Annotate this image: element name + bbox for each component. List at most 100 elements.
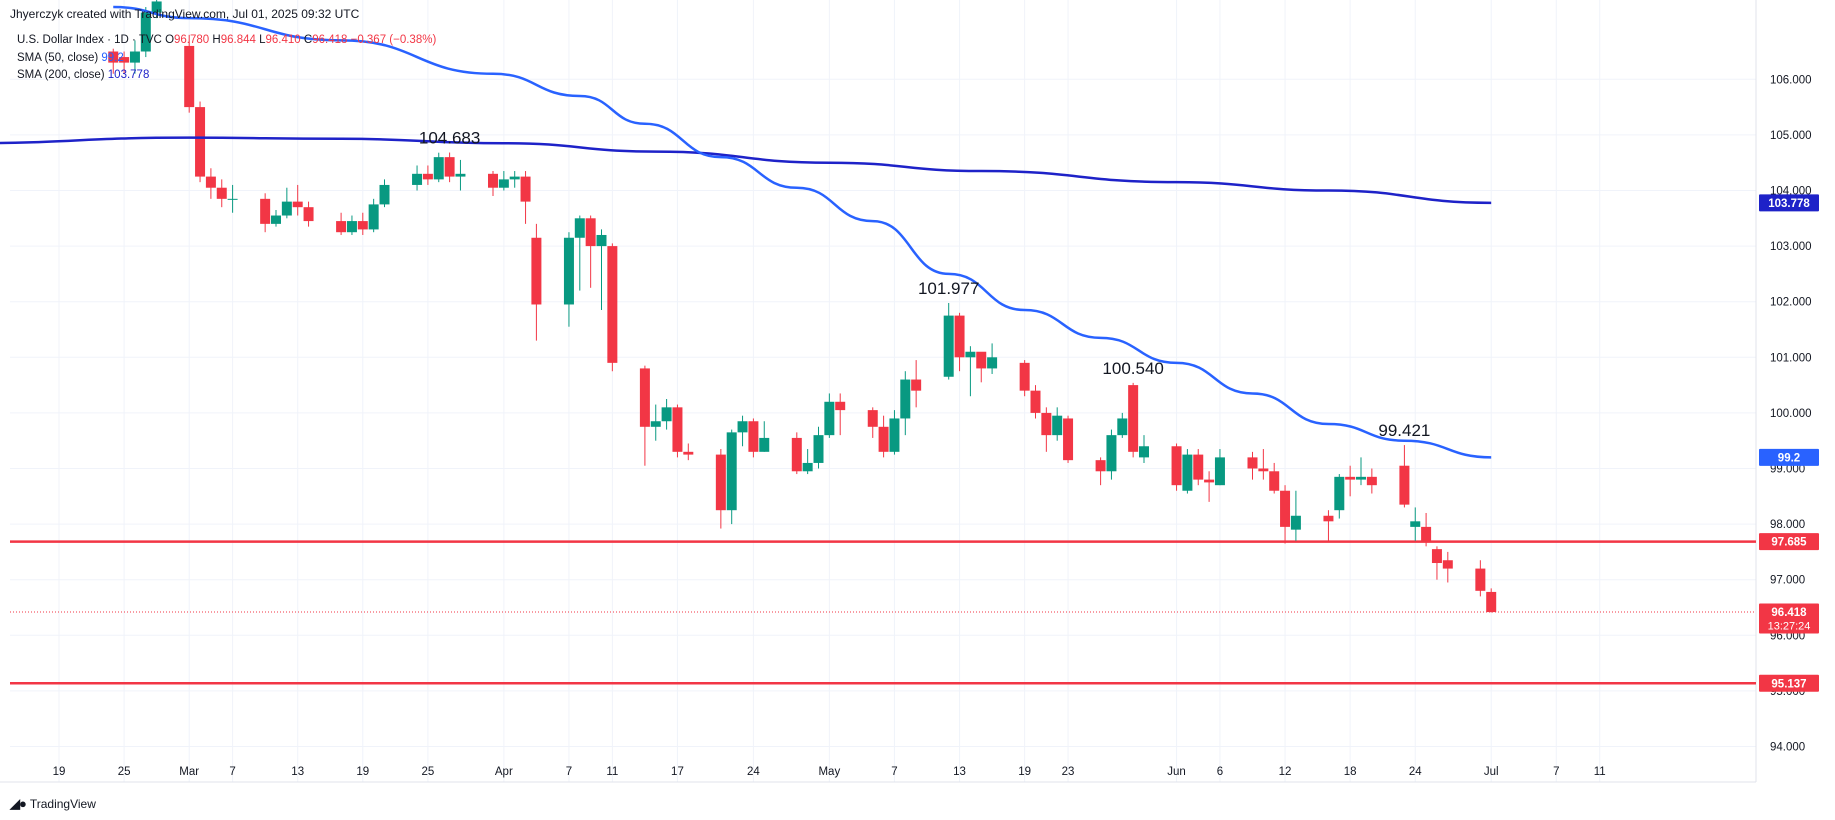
candle-body bbox=[987, 357, 998, 369]
legend-sma50-value: 99.2 bbox=[101, 52, 124, 64]
moving-averages bbox=[0, 5, 1492, 459]
time-tick-label: 19 bbox=[356, 766, 369, 778]
tradingview-brand[interactable]: ◢● TradingView bbox=[10, 796, 96, 812]
candle-body bbox=[1410, 521, 1421, 527]
candle-body bbox=[368, 204, 379, 230]
time-tick-label: 23 bbox=[1062, 766, 1075, 778]
candle-body bbox=[824, 401, 835, 436]
candle-body bbox=[205, 176, 216, 188]
candle-body bbox=[346, 221, 357, 233]
price-tick-label: 105.000 bbox=[1770, 130, 1812, 142]
level-badge: 95.137 bbox=[1771, 678, 1806, 690]
candle-body bbox=[1095, 460, 1106, 472]
time-tick-label: Apr bbox=[495, 766, 513, 778]
candle-body bbox=[965, 351, 976, 358]
time-tick-label: 13 bbox=[953, 766, 966, 778]
time-axis[interactable]: 19 25 Mar 7 13 19 25 Apr 7 11 17 24 May 7 13 19 23 Jun 6 12… bbox=[53, 766, 1606, 778]
candle-body bbox=[791, 437, 802, 472]
candle-body bbox=[1041, 412, 1052, 436]
candle-body bbox=[1063, 418, 1074, 461]
candle-body bbox=[585, 218, 596, 247]
candle-body bbox=[867, 410, 878, 427]
time-tick-label: 12 bbox=[1279, 766, 1292, 778]
candle-body bbox=[260, 198, 271, 224]
candle-body bbox=[835, 401, 846, 411]
time-tick-label: Jun bbox=[1167, 766, 1186, 778]
candle-body bbox=[1193, 454, 1204, 480]
candle-body bbox=[607, 246, 618, 363]
price-tick-label: 101.000 bbox=[1770, 352, 1812, 364]
legend-sma200-label: SMA (200, close) bbox=[17, 69, 105, 81]
candle-body bbox=[227, 198, 238, 200]
candle-body bbox=[911, 379, 922, 391]
price-tick-label: 99.000 bbox=[1770, 464, 1805, 476]
candle-body bbox=[520, 176, 531, 202]
candle-body bbox=[303, 207, 314, 222]
horizontal-levels bbox=[10, 540, 1756, 685]
candle-body bbox=[195, 107, 206, 177]
candle-body bbox=[954, 315, 965, 358]
candle-body bbox=[1117, 418, 1128, 436]
candle-body bbox=[574, 218, 585, 238]
price-tick-label: 106.000 bbox=[1770, 74, 1812, 86]
legend-close: 96.418 bbox=[312, 34, 348, 46]
time-tick-label: 25 bbox=[422, 766, 435, 778]
sma200-badge: 103.778 bbox=[1768, 198, 1810, 210]
candle-body bbox=[1431, 549, 1442, 564]
legend-close-label: C bbox=[303, 34, 313, 46]
candle-body bbox=[878, 426, 889, 452]
last-price-badge: 96.418 bbox=[1771, 607, 1807, 619]
price-tick-label: 100.000 bbox=[1770, 408, 1812, 420]
price-tick-label: 94.000 bbox=[1770, 742, 1805, 754]
time-tick-label: 13 bbox=[291, 766, 304, 778]
candle-body bbox=[1171, 446, 1182, 486]
legend-symbol[interactable]: U.S. Dollar Index · 1D · TVC bbox=[17, 34, 162, 46]
candle-body bbox=[726, 432, 737, 511]
time-tick-label: May bbox=[818, 766, 840, 778]
legend-open: 96.780 bbox=[174, 34, 210, 46]
price-tick-label: 98.000 bbox=[1770, 519, 1805, 531]
time-tick-label: 25 bbox=[118, 766, 131, 778]
candle-body bbox=[1030, 390, 1041, 413]
candle-body bbox=[889, 418, 900, 452]
level-badge-bg bbox=[1759, 674, 1819, 692]
chart-credit: Jhyerczyk created with TradingView.com, … bbox=[10, 7, 360, 21]
legend-sma200-value: 103.778 bbox=[107, 69, 150, 81]
annotations: 104.683 101.977 100.540 99.421 bbox=[419, 129, 1431, 441]
legend-low: 96.410 bbox=[265, 34, 301, 46]
candle-body bbox=[1106, 435, 1117, 472]
legend-symbol-row: U.S. Dollar Index · 1D · TVC O96.780 H96… bbox=[17, 34, 436, 46]
legend-sma200-row[interactable]: SMA (200, close) 103.778 bbox=[17, 69, 149, 81]
candle-body bbox=[650, 421, 661, 427]
legend-sma50-row[interactable]: SMA (50, close) 99.2 bbox=[17, 52, 124, 64]
price-tick-label: 102.000 bbox=[1770, 297, 1812, 309]
time-tick-label: 24 bbox=[1409, 766, 1422, 778]
candle-body bbox=[976, 351, 987, 369]
candle-body bbox=[151, 1, 162, 13]
candle-body bbox=[444, 157, 455, 177]
candle-body bbox=[509, 176, 520, 180]
candle-body bbox=[1421, 526, 1432, 541]
candle-body bbox=[1052, 415, 1063, 436]
candle-body bbox=[216, 187, 227, 199]
price-axis[interactable]: 94.00095.00096.00097.00098.00099.000100.… bbox=[1759, 74, 1819, 754]
candlesticks bbox=[108, 0, 1497, 613]
candle-body bbox=[531, 237, 542, 305]
candle-body bbox=[748, 421, 759, 452]
legend-open-label: O bbox=[165, 34, 175, 46]
legend-sma50-label: SMA (50, close) bbox=[17, 52, 99, 64]
candle-body bbox=[639, 368, 650, 427]
price-annotation: 99.421 bbox=[1378, 421, 1430, 440]
price-annotation: 104.683 bbox=[419, 129, 480, 148]
candle-body bbox=[455, 173, 466, 177]
candle-body bbox=[813, 435, 824, 463]
candle-body bbox=[271, 215, 281, 224]
candle-body bbox=[357, 221, 368, 230]
level-badge: 97.685 bbox=[1771, 537, 1807, 549]
sma200-line bbox=[0, 136, 1492, 205]
candle-body bbox=[1366, 476, 1377, 486]
candle-body bbox=[1139, 446, 1149, 458]
price-tick-label: 103.000 bbox=[1770, 241, 1812, 253]
time-tick-label: 11 bbox=[1594, 766, 1606, 778]
